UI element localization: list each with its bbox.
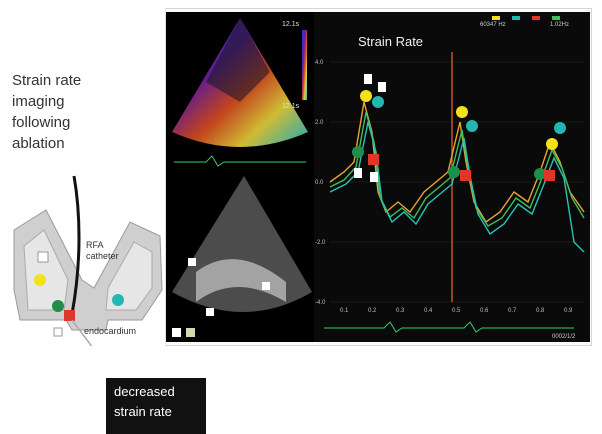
strain-rate-plot: Strain Rate 60347 Hz 1.02Hz 0.1 0.2 0.3 0.4… bbox=[314, 12, 590, 342]
doppler-scale-bottom: 12.1s bbox=[282, 103, 300, 110]
y-tick-labels: 4.0 2.0 0.0 -2.0 -4.0 bbox=[315, 60, 326, 306]
y-tick-label: 2.0 bbox=[315, 120, 324, 126]
graph-grid bbox=[330, 61, 584, 303]
callout-line-1: decreased bbox=[114, 384, 175, 399]
peak-yellow-1 bbox=[360, 90, 372, 102]
y-tick-label: -2.0 bbox=[315, 240, 326, 246]
title-line-2: imaging bbox=[12, 93, 65, 110]
swatch-teal bbox=[512, 16, 520, 20]
callout-pointer bbox=[71, 319, 93, 346]
valley-green-3 bbox=[534, 168, 546, 180]
swatch-red bbox=[532, 16, 540, 20]
white-marker-top bbox=[37, 251, 49, 263]
graph-ecg-trace bbox=[324, 321, 574, 333]
bmode-marker-2 bbox=[262, 282, 270, 290]
inner-cavity bbox=[23, 229, 69, 311]
title-line-1: Strain rate bbox=[12, 72, 82, 89]
rfa-label-line-1: RFA bbox=[86, 240, 104, 250]
bmode-echo bbox=[166, 172, 314, 342]
y-tick-label: 4.0 bbox=[315, 60, 324, 66]
x-tick-label: 0.2 bbox=[368, 308, 377, 314]
strain-rate-graph-panel: Strain Rate 60347 Hz 1.02Hz 0.1 0.2 0.3 0.4… bbox=[314, 12, 590, 342]
y-tick-label: 0.0 bbox=[315, 180, 324, 186]
doppler-scale-top: 12.1s bbox=[282, 21, 300, 28]
peak-teal-3 bbox=[554, 122, 566, 134]
decreased-strain-rate-callout: decreased strain rate bbox=[106, 378, 206, 434]
x-tick-label: 0.6 bbox=[480, 308, 489, 314]
title-line-3: following bbox=[12, 114, 71, 131]
bmode-icon-box-2 bbox=[186, 328, 195, 337]
peak-teal-2 bbox=[466, 120, 478, 132]
graph-title: Strain Rate bbox=[358, 34, 423, 49]
white-arrow-up-1 bbox=[354, 168, 362, 178]
x-tick-label: 0.4 bbox=[424, 308, 433, 314]
bmode-tissue bbox=[196, 259, 286, 302]
y-tick-label: -4.0 bbox=[315, 300, 326, 306]
header-swatches bbox=[492, 16, 560, 20]
doppler-sector-image: 12.1s 12.1s bbox=[166, 12, 314, 172]
green-marker bbox=[52, 300, 64, 312]
callout-line-2: strain rate bbox=[114, 404, 172, 419]
red-square-2 bbox=[460, 170, 471, 181]
swatch-green bbox=[552, 16, 560, 20]
doppler-ecg bbox=[174, 155, 306, 167]
title-line-4: ablation bbox=[12, 135, 65, 152]
bmode-sector-image bbox=[166, 172, 314, 342]
valley-green-1 bbox=[352, 146, 364, 158]
x-tick-label: 0.7 bbox=[508, 308, 517, 314]
swatch-yellow bbox=[492, 16, 500, 20]
x-tick-label: 0.8 bbox=[536, 308, 545, 314]
graph-markers bbox=[352, 74, 566, 182]
red-square-1 bbox=[368, 154, 379, 165]
white-arrow-down-2 bbox=[378, 82, 386, 92]
peak-teal-1 bbox=[372, 96, 384, 108]
doppler-noise bbox=[206, 18, 270, 102]
doppler-colorbar bbox=[302, 30, 307, 100]
rfa-label-line-2: catheter bbox=[86, 251, 119, 261]
heart-schematic bbox=[13, 175, 163, 346]
white-arrow-down-1 bbox=[364, 74, 372, 84]
white-marker-bottom bbox=[53, 327, 63, 337]
inner-cavity-right bbox=[105, 241, 153, 311]
graph-header-2: 1.02Hz bbox=[550, 22, 569, 28]
bmode-marker-1 bbox=[188, 258, 196, 266]
peak-yellow-2 bbox=[456, 106, 468, 118]
endocardium-label: endocardium bbox=[84, 326, 137, 336]
valley-green-2 bbox=[448, 166, 460, 178]
red-square-3 bbox=[544, 170, 555, 181]
white-arrow-up-2 bbox=[370, 172, 378, 182]
x-tick-labels: 0.1 0.2 0.3 0.4 0.5 0.6 0.7 0.8 0.9 bbox=[340, 308, 573, 314]
x-tick-label: 0.9 bbox=[564, 308, 573, 314]
rfa-catheter-line bbox=[70, 175, 81, 315]
graph-footer: 0002/1/2 bbox=[552, 334, 576, 340]
graph-header-1: 60347 Hz bbox=[480, 22, 506, 28]
teal-marker bbox=[112, 294, 124, 306]
x-tick-label: 0.1 bbox=[340, 308, 349, 314]
rfa-catheter-label: RFA catheter bbox=[86, 240, 119, 262]
color-doppler-echo: 12.1s 12.1s bbox=[166, 12, 314, 172]
bmode-icon-box bbox=[172, 328, 181, 337]
red-marker bbox=[64, 310, 75, 321]
peak-yellow-3 bbox=[546, 138, 558, 150]
x-tick-label: 0.5 bbox=[452, 308, 461, 314]
x-tick-label: 0.3 bbox=[396, 308, 405, 314]
figure-title: Strain rate imaging following ablation bbox=[12, 70, 152, 154]
yellow-marker bbox=[34, 274, 46, 286]
bmode-marker-3 bbox=[206, 308, 214, 316]
